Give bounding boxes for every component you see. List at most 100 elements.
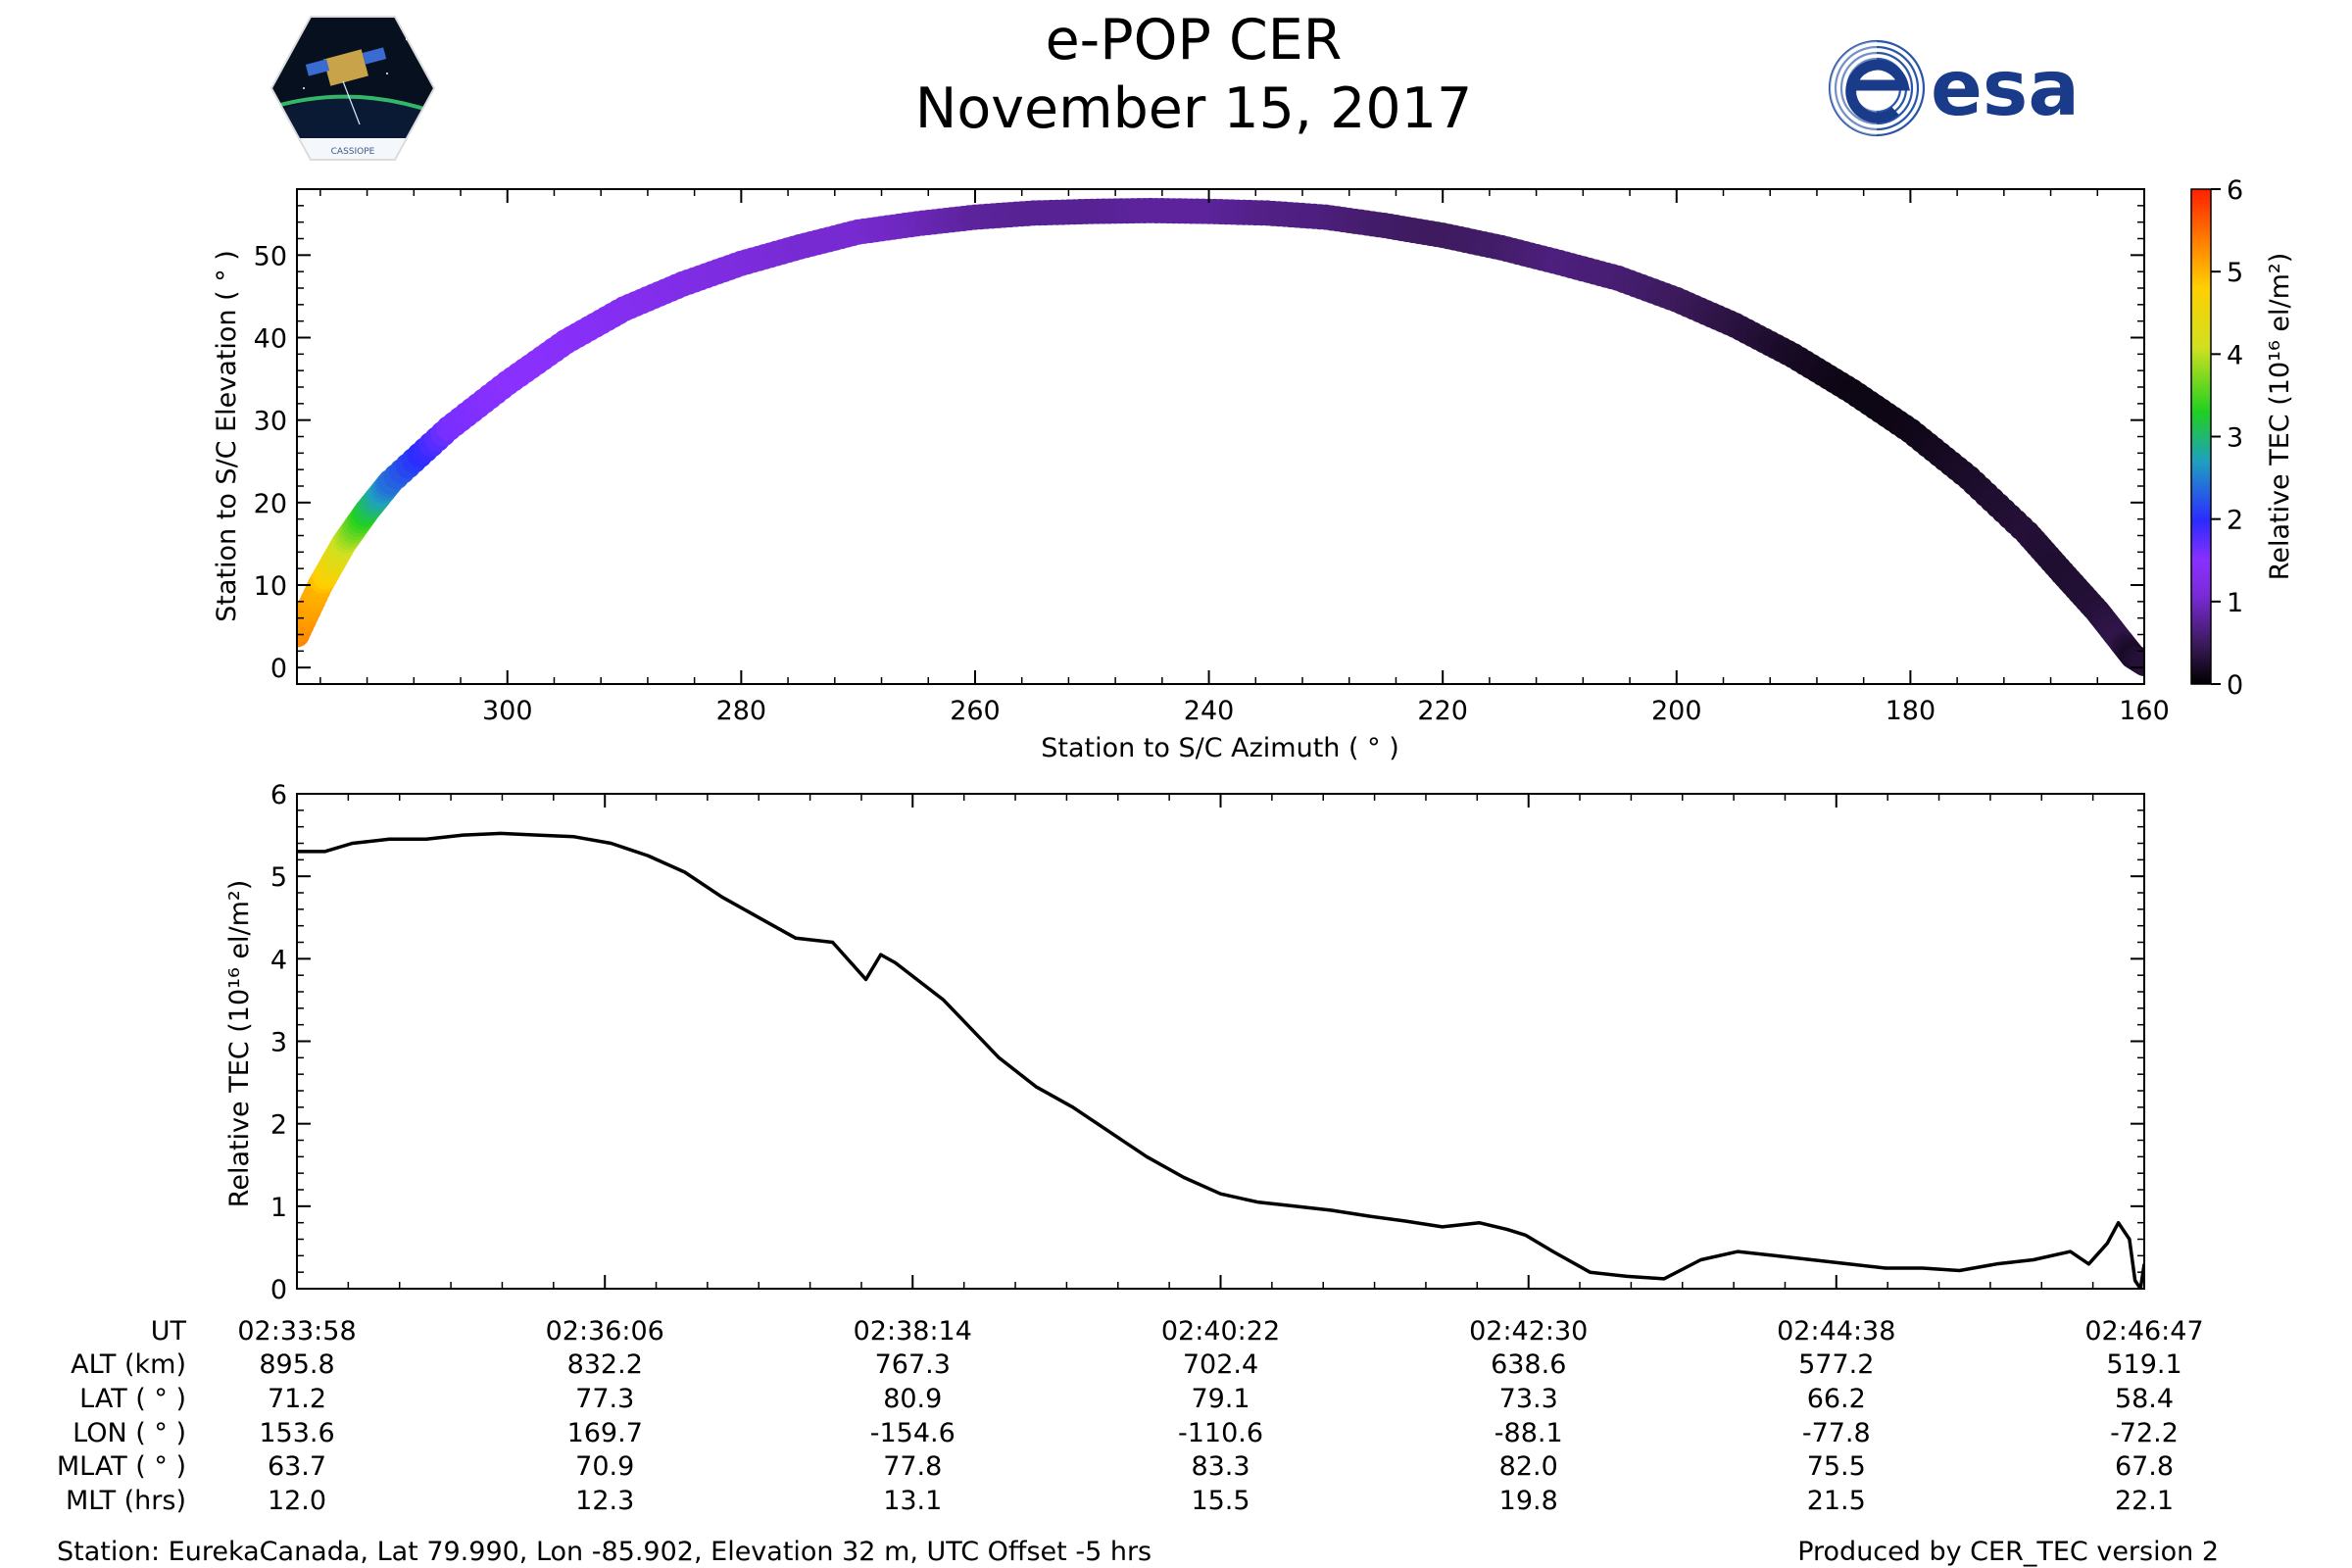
x-tick-label: 160 <box>2119 696 2170 726</box>
track-point <box>2132 650 2144 676</box>
orbit-value: 19.8 <box>1498 1486 1558 1516</box>
orbit-value: 66.2 <box>1806 1384 1866 1414</box>
orbit-row-label: LON ( ° ) <box>73 1418 186 1448</box>
orbit-value: 75.5 <box>1806 1451 1866 1482</box>
x-tick-label: 260 <box>950 696 1001 726</box>
x-tick-label: 200 <box>1651 696 1702 726</box>
plot1-x-axis-label: Station to S/C Azimuth ( ° ) <box>1041 733 1399 763</box>
orbit-value: 702.4 <box>1182 1349 1259 1380</box>
orbit-value: 77.8 <box>883 1451 943 1482</box>
orbit-value: 70.9 <box>575 1451 635 1482</box>
orbit-row: UT 02:33:58 02:36:06 02:38:14 02:40:22 02:42:… <box>0 1316 2352 1349</box>
orbit-value: 71.2 <box>267 1384 327 1414</box>
y-tick-label: 10 <box>254 571 287 602</box>
orbit-value: 82.0 <box>1498 1451 1558 1482</box>
figure-date: November 15, 2017 <box>914 76 1473 141</box>
plot2-ticks: 0 1 2 3 4 5 6 <box>270 780 2145 1305</box>
colorbar-tick-label: 0 <box>2227 670 2243 701</box>
colorbar-tick-label: 2 <box>2227 506 2243 536</box>
plot1-ticks: 300 280 260 240 220 200 180 160 0 10 20 30 40 50 <box>254 189 2170 726</box>
colorbar-tick-label: 6 <box>2227 175 2243 206</box>
orbit-value: 832.2 <box>566 1349 643 1380</box>
tec-series-line <box>297 831 2144 1289</box>
orbit-row-label: UT <box>150 1316 186 1347</box>
orbit-value: 15.5 <box>1191 1486 1250 1516</box>
esa-logo: esa <box>1828 39 2080 137</box>
x-tick-label: 220 <box>1417 696 1468 726</box>
orbit-row-label: MLAT ( ° ) <box>56 1451 186 1482</box>
colorbar-tick-label: 4 <box>2227 340 2243 370</box>
y-tick-label: 0 <box>270 654 287 684</box>
colorbar-ticks: 0 1 2 3 4 5 6 <box>2211 175 2243 701</box>
orbit-value: -77.8 <box>1801 1418 1871 1448</box>
y-tick-label: 4 <box>270 945 287 975</box>
x-tick-label: 300 <box>482 696 533 726</box>
x-tick-label: 240 <box>1184 696 1235 726</box>
orbit-value: -110.6 <box>1177 1418 1264 1448</box>
orbit-row-label: LAT ( ° ) <box>79 1384 186 1414</box>
colorbar: 0 1 2 3 4 5 6 Relative TEC (10¹⁶ el/m²) <box>2190 175 2295 701</box>
orbit-row: LON ( ° ) 153.6 169.7 -154.6 -110.6 -88.1 -77.… <box>0 1418 2352 1451</box>
orbit-value: 02:44:38 <box>1777 1316 1896 1347</box>
y-tick-label: 2 <box>270 1110 287 1141</box>
orbit-value: 77.3 <box>575 1384 635 1414</box>
y-tick-label: 30 <box>254 407 287 437</box>
y-tick-label: 3 <box>270 1028 287 1058</box>
orbit-value: -88.1 <box>1494 1418 1563 1448</box>
y-tick-label: 50 <box>254 241 287 271</box>
orbit-row-label: MLT (hrs) <box>65 1486 186 1516</box>
colorbar-tick-label: 1 <box>2227 588 2243 618</box>
y-tick-label: 5 <box>270 862 287 893</box>
x-tick-label: 280 <box>716 696 767 726</box>
satellite-track <box>297 197 2144 676</box>
orbit-value: 12.3 <box>575 1486 635 1516</box>
cassiope-logo-text: CASSIOPE <box>331 147 375 157</box>
colorbar-label: Relative TEC (10¹⁶ el/m²) <box>2265 253 2295 580</box>
orbit-row-label: ALT (km) <box>71 1349 186 1380</box>
orbit-value: 519.1 <box>2106 1349 2182 1380</box>
orbit-row: MLT (hrs) 12.0 12.3 13.1 15.5 19.8 21.5 22.1 <box>0 1486 2352 1519</box>
cassiope-logo: CASSIOPE <box>270 16 436 161</box>
plot2-frame <box>296 793 2145 1290</box>
y-tick-label: 0 <box>270 1275 287 1305</box>
orbit-value: 02:38:14 <box>853 1316 972 1347</box>
y-tick-label: 6 <box>270 780 287 810</box>
orbit-value: 63.7 <box>267 1451 327 1482</box>
orbit-value: -72.2 <box>2110 1418 2179 1448</box>
orbit-value: 895.8 <box>259 1349 335 1380</box>
orbit-value: 577.2 <box>1798 1349 1875 1380</box>
esa-logo-text: esa <box>1931 45 2080 133</box>
orbit-value: 22.1 <box>2114 1486 2175 1516</box>
orbit-value: 638.6 <box>1491 1349 1567 1380</box>
orbit-value: 83.3 <box>1191 1451 1250 1482</box>
orbit-row: ALT (km) 895.8 832.2 767.3 702.4 638.6 577.2 51… <box>0 1349 2352 1383</box>
figure-title: e-POP CER <box>1045 8 1343 73</box>
producer-credit: Produced by CER_TEC version 2 <box>1797 1537 2219 1567</box>
plot1-y-axis-label: Station to S/C Elevation ( ° ) <box>212 250 242 622</box>
plot1-frame <box>296 188 2145 685</box>
orbit-value: 79.1 <box>1191 1384 1250 1414</box>
orbit-value: 02:33:58 <box>237 1316 357 1347</box>
colorbar-tick-label: 5 <box>2227 258 2243 288</box>
station-info: Station: EurekaCanada, Lat 79.990, Lon -… <box>57 1537 1152 1567</box>
orbit-row: MLAT ( ° ) 63.7 70.9 77.8 83.3 82.0 75.5 67.8 <box>0 1451 2352 1485</box>
orbit-value: 02:46:47 <box>2084 1316 2204 1347</box>
orbit-value: 67.8 <box>2114 1451 2175 1482</box>
orbit-value: 767.3 <box>874 1349 951 1380</box>
y-tick-label: 40 <box>254 324 287 355</box>
colorbar-tick-label: 3 <box>2227 423 2243 454</box>
orbit-value: 58.4 <box>2114 1384 2175 1414</box>
orbit-value: 169.7 <box>566 1418 643 1448</box>
orbit-value: 12.0 <box>267 1486 327 1516</box>
orbit-row: LAT ( ° ) 71.2 77.3 80.9 79.1 73.3 66.2 58.4 <box>0 1384 2352 1417</box>
y-tick-label: 1 <box>270 1193 287 1223</box>
orbit-value: 02:36:06 <box>545 1316 664 1347</box>
orbit-value: 02:40:22 <box>1160 1316 1281 1347</box>
orbit-value: 80.9 <box>883 1384 943 1414</box>
orbit-value: 13.1 <box>883 1486 943 1516</box>
tec-time-series-plot: 0 1 2 3 4 5 6 Relative TEC (10¹⁶ el/m²) <box>224 780 2145 1305</box>
orbit-value: 153.6 <box>259 1418 335 1448</box>
orbit-value: 73.3 <box>1498 1384 1558 1414</box>
orbit-value: 21.5 <box>1806 1486 1866 1516</box>
